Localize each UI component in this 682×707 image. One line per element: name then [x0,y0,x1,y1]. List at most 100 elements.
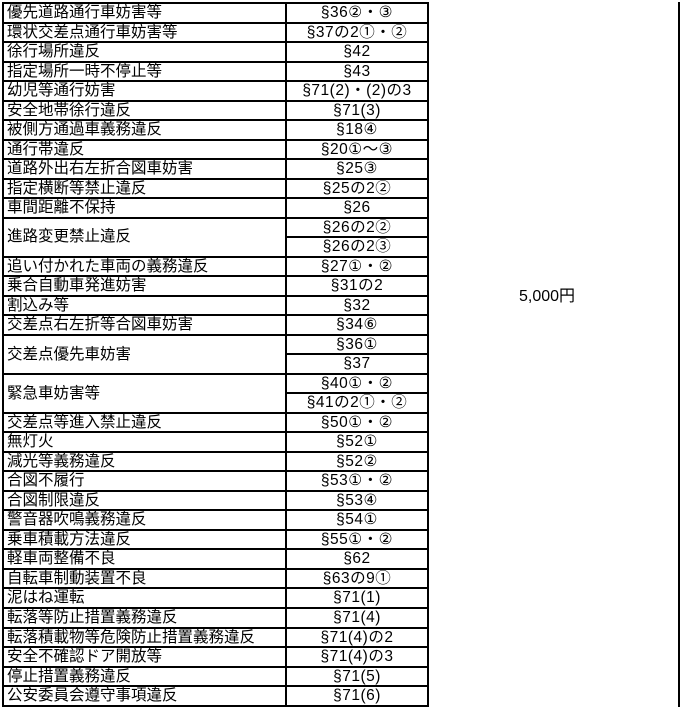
table-row: 転落積載物等危険防止措置義務違反 §71(4)の2 [2,626,429,648]
table-row: 徐行場所違反 §42 [2,41,429,63]
article-ref-cell: §52② [285,450,429,473]
article-ref-cell: §62 [285,548,429,570]
article-ref-cell: §36① [285,333,429,356]
article-ref-cell: §71(2)・(2)の3 [285,80,429,102]
table-row: 転落等防止措置義務違反 §71(4) [2,607,429,629]
violation-name-cell: 泥はね運転 [2,587,287,609]
violation-name-cell: 緊急車妨害等 [2,372,287,414]
table-row: 指定場所一時不停止等 §43 [2,60,429,83]
violation-name-cell: 交差点右左折等合図車妨害 [2,314,287,336]
table-row: 道路外出右左折合図車妨害 §25③ [2,158,429,180]
violation-name-cell: 進路変更禁止違反 [2,216,287,258]
table-row: 泥はね運転 §71(1) [2,587,429,609]
article-ref-cell: §37の2①・② [285,21,429,44]
violation-name-cell: 警音器吹鳴義務違反 [2,509,287,531]
table-row: 通行帯違反 §20①～③ [2,138,429,161]
article-ref-cell: §71(5) [285,665,429,688]
table-row: 減光等義務違反 §52② [2,450,429,473]
article-ref-cell: §25の2② [285,177,429,200]
violation-name-cell: 減光等義務違反 [2,450,287,473]
article-ref-cell: §36②・③ [285,2,429,24]
violation-name-cell: 交差点等進入禁止違反 [2,411,287,434]
article-ref-cell: §50①・② [285,411,429,434]
violation-name-cell: 道路外出右左折合図車妨害 [2,158,287,180]
table-row: 合図不履行 §53①・② [2,470,429,492]
violation-name-cell: 合図制限違反 [2,489,287,512]
table-row: 安全地帯徐行違反 §71(3) [2,99,429,122]
article-ref-cell: §34⑥ [285,314,429,336]
article-ref-cell: §42 [285,41,429,63]
fine-amount-label: 5,000円 [519,288,576,305]
table-row: 指定横断等禁止違反 §25の2② [2,177,429,200]
violations-table-body: 優先道路通行車妨害等 §36②・③ 環状交差点通行車妨害等 §37の2①・② 徐行場所違… [2,2,429,707]
article-ref-cell: §53④ [285,489,429,512]
violation-name-cell: 無灯火 [2,431,287,453]
table-row: 乗車積載方法違反 §55①・② [2,528,429,551]
article-ref-cell: §63の9① [285,567,429,590]
violations-table: 優先道路通行車妨害等 §36②・③ 環状交差点通行車妨害等 §37の2①・② 徐行場所違… [2,2,429,707]
violation-name-cell: 公安委員会遵守事項違反 [2,685,287,707]
table-row: 軽車両整備不良 §62 [2,548,429,570]
violation-name-cell: 安全地帯徐行違反 [2,99,287,122]
table-row: 交差点優先車妨害 §36① [2,333,429,375]
article-ref-cell: §55①・② [285,528,429,551]
article-ref-cell: §32 [285,294,429,317]
article-ref-cell: §43 [285,60,429,83]
violation-name-cell: 停止措置義務違反 [2,665,287,688]
violation-name-cell: 優先道路通行車妨害等 [2,2,287,24]
table-row: 安全不確認ドア開放等 §71(4)の3 [2,646,429,668]
article-ref-cell: §71(4)の2 [285,626,429,648]
article-ref-cell: §71(4) [285,607,429,629]
violation-name-cell: 転落積載物等危険防止措置義務違反 [2,626,287,648]
violation-name-cell: 乗車積載方法違反 [2,528,287,551]
violation-name-cell: 割込み等 [2,294,287,317]
article-ref-cell: §25③ [285,158,429,180]
table-row: 追い付かれた車両の義務違反 §27①・② [2,255,429,278]
article-ref-cell: §52① [285,431,429,453]
article-ref-cell: §53①・② [285,470,429,492]
article-ref-cell: §27①・② [285,255,429,278]
right-border-rule [678,2,680,707]
article-ref-cell: §54① [285,509,429,531]
table-row: 幼児等通行妨害 §71(2)・(2)の3 [2,80,429,102]
article-ref-cell: §26 [285,197,429,219]
table-row: 乗合自動車発進妨害 §31の2 [2,275,429,297]
table-row: 交差点右左折等合図車妨害 §34⑥ [2,314,429,336]
table-row: 環状交差点通行車妨害等 §37の2①・② [2,21,429,44]
violation-name-cell: 軽車両整備不良 [2,548,287,570]
table-row: 公安委員会遵守事項違反 §71(6) [2,685,429,707]
table-row: 被側方通過車義務違反 §18④ [2,119,429,141]
article-ref-cell: §40①・② [285,372,429,395]
violation-name-cell: 通行帯違反 [2,138,287,161]
violation-name-cell: 交差点優先車妨害 [2,333,287,375]
article-ref-cell: §41の2①・② [285,392,429,414]
violation-name-cell: 転落等防止措置義務違反 [2,607,287,629]
violation-name-cell: 自転車制動装置不良 [2,567,287,590]
violation-name-cell: 徐行場所違反 [2,41,287,63]
table-row: 合図制限違反 §53④ [2,489,429,512]
table-row: 緊急車妨害等 §40①・② [2,372,429,414]
article-ref-cell: §26の2② [285,216,429,239]
violation-name-cell: 合図不履行 [2,470,287,492]
table-row: 停止措置義務違反 §71(5) [2,665,429,688]
violation-name-cell: 被側方通過車義務違反 [2,119,287,141]
violation-name-cell: 車間距離不保持 [2,197,287,219]
violation-name-cell: 幼児等通行妨害 [2,80,287,102]
article-ref-cell: §20①～③ [285,138,429,161]
violation-name-cell: 安全不確認ドア開放等 [2,646,287,668]
table-row: 進路変更禁止違反 §26の2② [2,216,429,258]
violation-name-cell: 乗合自動車発進妨害 [2,275,287,297]
article-ref-cell: §18④ [285,119,429,141]
violation-name-cell: 環状交差点通行車妨害等 [2,21,287,44]
article-ref-cell: §71(4)の3 [285,646,429,668]
violation-name-cell: 指定場所一時不停止等 [2,60,287,83]
article-ref-cell: §71(1) [285,587,429,609]
article-ref-cell: §31の2 [285,275,429,297]
table-row: 割込み等 §32 [2,294,429,317]
article-ref-cell: §71(6) [285,685,429,707]
article-ref-cell: §37 [285,353,429,375]
table-row: 車間距離不保持 §26 [2,197,429,219]
violation-name-cell: 追い付かれた車両の義務違反 [2,255,287,278]
article-ref-cell: §26の2③ [285,236,429,258]
